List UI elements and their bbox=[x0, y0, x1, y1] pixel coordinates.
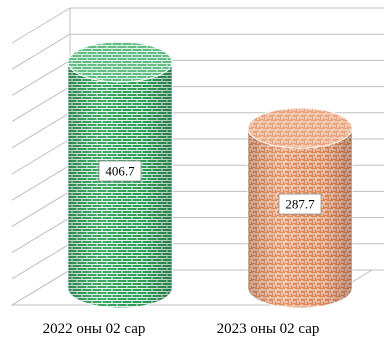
bar-2 bbox=[247, 107, 353, 309]
side-gridline bbox=[11, 138, 71, 175]
side-gridline bbox=[11, 33, 71, 70]
side-gridline bbox=[11, 190, 71, 227]
side-gridline bbox=[11, 59, 71, 96]
data-label: 287.7 bbox=[285, 197, 315, 212]
data-label: 406.7 bbox=[105, 164, 135, 179]
data-label-box bbox=[278, 193, 322, 215]
side-gridline bbox=[11, 217, 71, 254]
cylinder-shading bbox=[248, 128, 352, 308]
side-gridline bbox=[11, 164, 71, 201]
side-gridline bbox=[11, 7, 71, 44]
cylinder-top bbox=[247, 107, 353, 149]
cylinder-top-highlight bbox=[68, 42, 172, 82]
side-gridline bbox=[11, 112, 71, 149]
cylinder-top bbox=[67, 41, 173, 83]
cylinder-shading bbox=[68, 62, 172, 308]
cylinder-top-highlight bbox=[248, 108, 352, 149]
data-label-box bbox=[98, 160, 142, 182]
category-label: 2023 оны 02 сар bbox=[217, 321, 320, 337]
category-label: 2022 оны 02 сар bbox=[43, 321, 146, 337]
labels: 406.7 2022 оны 02 сар 287.7 2023 оны 02 сар bbox=[43, 160, 322, 337]
bar-1 bbox=[67, 41, 173, 309]
bars bbox=[67, 41, 353, 309]
side-gridline bbox=[11, 243, 71, 280]
side-gridline bbox=[11, 86, 71, 123]
